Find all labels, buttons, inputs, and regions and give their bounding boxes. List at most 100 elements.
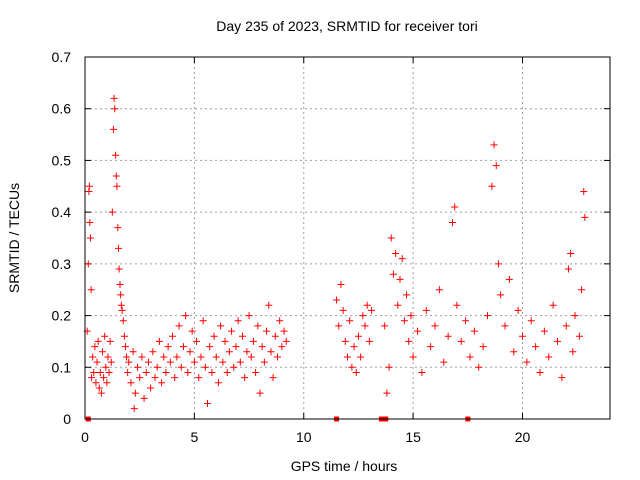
data-point [102,363,110,371]
data-point [267,348,275,356]
data-point [260,358,268,366]
data-point [344,353,351,361]
data-point [256,389,264,397]
data-point [409,353,417,361]
data-point [335,322,343,330]
axis-ticks: 0 5 10 15 20 0 0.1 0.2 0.3 0.4 0.5 0.6 0.7 [52,49,610,445]
data-point [92,379,100,387]
data-point [112,172,120,180]
data-point [564,265,572,273]
data-point [94,337,102,345]
data-point [466,353,474,361]
data-point [107,358,115,366]
data-point [91,343,99,351]
data-point [130,405,138,413]
data-point [462,317,470,325]
data-point [536,368,544,376]
data-point [479,343,487,351]
data-point [265,301,273,309]
data-point [352,368,360,376]
data-point [490,141,498,149]
data-point [171,374,179,382]
data-point [339,306,347,314]
data-point [383,389,391,397]
data-point [571,312,579,320]
data-point [333,296,341,304]
data-point [219,358,227,366]
data-point [475,363,483,371]
data-point [175,322,183,330]
data-point [484,312,491,320]
data-point [545,353,553,361]
data-points [83,94,589,422]
data-point [85,182,93,190]
plot-frame [84,56,611,420]
data-point [510,348,518,356]
data-point [184,368,192,376]
data-point [116,281,124,289]
data-point [228,327,236,335]
data-point [381,322,389,330]
data-point [125,358,133,366]
data-point [400,317,408,325]
data-point [278,343,286,351]
data-point [177,363,185,371]
data-point [113,182,121,190]
data-point [350,343,358,351]
y-tick-label: 0.1 [52,359,72,375]
data-point [217,322,225,330]
data-point [140,394,148,402]
data-point [117,301,125,309]
data-point [121,343,129,351]
data-point [562,322,570,330]
data-point [258,343,266,351]
data-point [127,379,135,387]
y-tick-label: 0.7 [52,49,72,65]
data-point [131,389,139,397]
data-point [580,187,588,195]
data-point [470,327,478,335]
data-point [149,348,157,356]
data-point [453,301,461,309]
data-point [160,353,168,361]
data-point [123,353,131,361]
y-tick-label: 0.2 [52,308,72,324]
data-point [223,368,231,376]
data-point [418,368,426,376]
data-point [354,332,362,340]
data-point [519,332,526,340]
data-point [93,358,101,366]
data-point [527,317,535,325]
data-point [567,250,575,258]
data-point [147,384,155,392]
data-point [578,286,586,294]
data-point [427,343,435,351]
data-point [514,306,522,314]
data-point [540,327,548,335]
data-point [186,348,194,356]
data-point [153,363,161,371]
data-point [243,348,251,356]
data-point [158,379,166,387]
data-point [389,270,397,278]
data-point [120,332,128,340]
data-point [363,301,371,309]
data-point [554,337,561,345]
y-tick-label: 0 [63,411,71,427]
x-axis-label: GPS time / hours [291,458,398,474]
data-point [84,260,92,268]
data-point [488,182,496,190]
data-point [254,322,262,330]
data-point [271,332,279,340]
data-point [214,379,222,387]
data-point [101,332,109,340]
data-point [575,332,583,340]
data-point [208,368,216,376]
data-point [532,343,540,351]
data-point [581,213,589,221]
data-point [449,218,456,226]
data-point [440,358,448,366]
data-point [144,358,152,366]
data-point [431,322,439,330]
y-tick-label: 0.6 [52,101,72,117]
